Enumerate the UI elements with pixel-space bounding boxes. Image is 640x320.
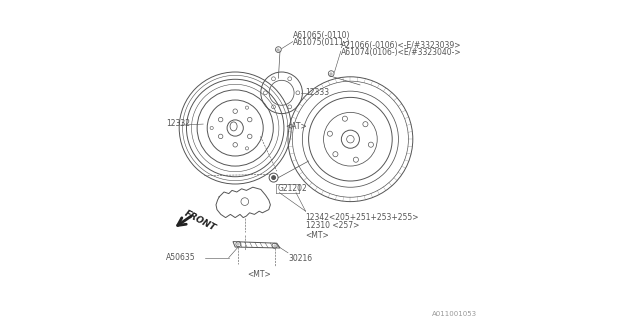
Text: 30216: 30216 bbox=[288, 254, 312, 263]
Text: A61074(0106-)<E/#3323040->: A61074(0106-)<E/#3323040-> bbox=[340, 48, 461, 57]
Text: <MT>: <MT> bbox=[247, 270, 271, 279]
Text: <MT>: <MT> bbox=[306, 231, 330, 240]
Text: 12342<205+251+253+255>: 12342<205+251+253+255> bbox=[306, 213, 419, 222]
Text: 12333: 12333 bbox=[306, 88, 330, 97]
Text: <AT>: <AT> bbox=[285, 122, 307, 131]
Text: G21202: G21202 bbox=[278, 184, 307, 193]
Text: 12332: 12332 bbox=[166, 119, 191, 128]
Text: A011001053: A011001053 bbox=[431, 311, 477, 317]
Circle shape bbox=[272, 176, 276, 180]
Text: A50635: A50635 bbox=[166, 253, 196, 262]
Text: A61075(0111-): A61075(0111-) bbox=[292, 38, 350, 47]
Text: A21066(-0106)<-E/#3323039>: A21066(-0106)<-E/#3323039> bbox=[340, 41, 461, 50]
Text: FRONT: FRONT bbox=[183, 209, 218, 233]
Text: 12310 <257>: 12310 <257> bbox=[306, 221, 359, 230]
Text: A61065(-0110): A61065(-0110) bbox=[292, 31, 350, 40]
